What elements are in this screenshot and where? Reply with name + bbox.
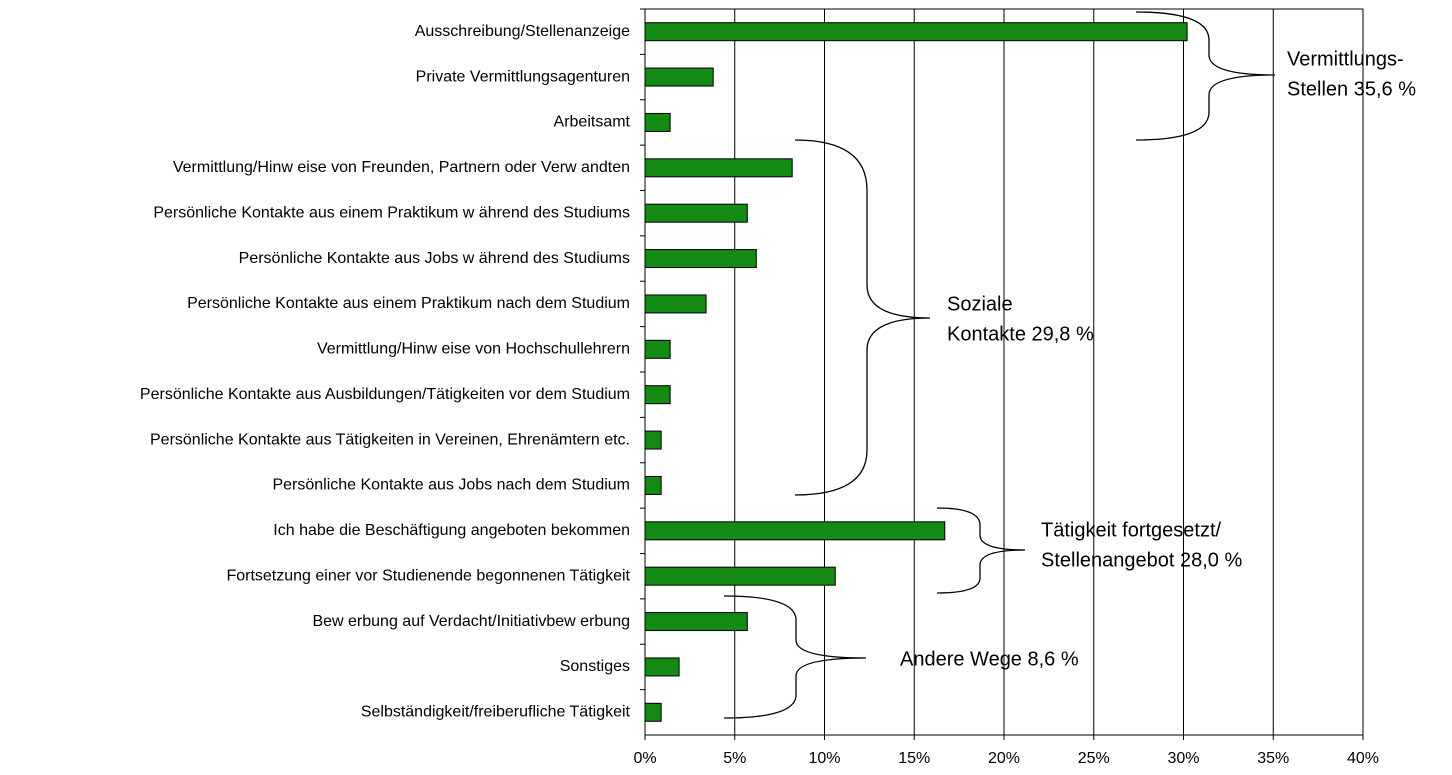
x-tick-label: 10% bbox=[808, 750, 840, 767]
x-tick-label: 20% bbox=[988, 750, 1020, 767]
y-tick-label: Persönliche Kontakte aus einem Praktikum… bbox=[187, 295, 630, 312]
y-tick-label: Persönliche Kontakte aus Jobs w ährend d… bbox=[239, 250, 630, 267]
annotation: Kontakte 29,8 % bbox=[947, 323, 1094, 345]
bar bbox=[644, 702, 662, 722]
x-tick-label: 0% bbox=[633, 750, 656, 767]
bar bbox=[644, 22, 1188, 42]
bar bbox=[644, 294, 707, 314]
bar bbox=[644, 612, 748, 632]
bar bbox=[644, 430, 662, 450]
annotation: Stellenangebot 28,0 % bbox=[1041, 549, 1242, 571]
bar bbox=[644, 657, 680, 677]
y-tick-label: Selbständigkeit/freiberufliche Tätigkeit bbox=[361, 704, 631, 721]
y-tick-label: Ausschreibung/Stellenanzeige bbox=[415, 23, 630, 40]
bar bbox=[644, 566, 836, 586]
y-tick-label: Fortsetzung einer vor Studienende begonn… bbox=[226, 567, 630, 584]
annotation: Tätigkeit fortgesetzt/ bbox=[1041, 519, 1222, 541]
y-tick-label: Ich habe die Beschäftigung angeboten bek… bbox=[273, 522, 630, 539]
bar bbox=[644, 339, 671, 359]
bar bbox=[644, 67, 714, 87]
annotation: Andere Wege 8,6 % bbox=[900, 648, 1079, 670]
y-tick-label: Persönliche Kontakte aus Ausbildungen/Tä… bbox=[140, 386, 630, 403]
braces bbox=[723, 11, 1276, 719]
brace bbox=[1135, 11, 1276, 141]
brace bbox=[936, 507, 1026, 594]
brace bbox=[794, 139, 931, 496]
bar bbox=[644, 521, 946, 541]
x-tick-label: 5% bbox=[723, 750, 746, 767]
x-tick-label: 25% bbox=[1078, 750, 1110, 767]
annotation: Soziale bbox=[947, 293, 1013, 315]
y-tick-label: Bew erbung auf Verdacht/Initiativbew erb… bbox=[312, 613, 630, 630]
y-tick-label: Persönliche Kontakte aus Jobs nach dem S… bbox=[272, 477, 630, 494]
bar bbox=[644, 112, 671, 132]
y-tick-label: Arbeitsamt bbox=[554, 114, 631, 131]
annotation: Vermittlungs- bbox=[1287, 48, 1404, 70]
y-tick-label: Sonstiges bbox=[560, 658, 630, 675]
x-tick-label: 15% bbox=[898, 750, 930, 767]
y-tick-label: Vermittlung/Hinw eise von Freunden, Part… bbox=[173, 159, 630, 176]
x-tick-label: 35% bbox=[1257, 750, 1289, 767]
x-tick-label: 30% bbox=[1167, 750, 1199, 767]
y-tick-label: Private Vermittlungsagenturen bbox=[416, 68, 630, 85]
bar bbox=[644, 249, 757, 269]
annotation: Stellen 35,6 % bbox=[1287, 78, 1416, 100]
bar bbox=[644, 203, 748, 223]
y-tick-label: Persönliche Kontakte aus einem Praktikum… bbox=[153, 204, 630, 221]
x-tick-label: 40% bbox=[1347, 750, 1379, 767]
bar bbox=[644, 475, 662, 495]
bar bbox=[644, 158, 793, 178]
y-tick-label: Persönliche Kontakte aus Tätigkeiten in … bbox=[150, 431, 630, 448]
y-tick-label: Vermittlung/Hinw eise von Hochschullehre… bbox=[317, 341, 630, 358]
bar bbox=[644, 385, 671, 405]
brace bbox=[723, 595, 867, 719]
